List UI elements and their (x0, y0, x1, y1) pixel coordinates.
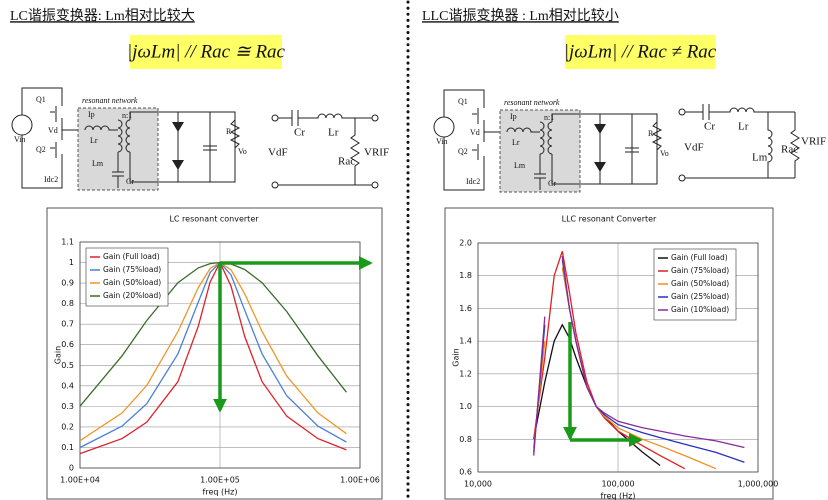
circuit-label: Lr (512, 138, 520, 147)
x-tick-label: 1,000,000 (738, 480, 779, 489)
circuit-label: resonant network (504, 98, 560, 107)
x-tick-label: 10,000 (464, 480, 492, 489)
y-tick-label: 1.2 (459, 369, 472, 378)
circuit-label: Lr (90, 136, 98, 145)
equivalent-circuit (271, 110, 379, 189)
circuit-label: Q2 (458, 147, 468, 156)
equivalent-label: Rac (781, 144, 798, 156)
circuit-label: Vo (238, 147, 247, 156)
y-tick-label: 1.4 (459, 337, 472, 346)
circuit-label: Vd (48, 126, 58, 135)
legend-label: Gain (Full load) (103, 252, 160, 261)
formula: |jωLm| // Rac ≠ Rac (564, 41, 717, 62)
legend-label: Gain (10%load) (671, 305, 729, 314)
circuit-label: Idc2 (44, 175, 58, 184)
y-axis-label: Gain (54, 346, 63, 364)
heading: LC谐振变换器: Lm相对比较大 (10, 7, 195, 24)
x-axis-label: freq (Hz) (601, 492, 636, 500)
legend-label: Gain (20%load) (103, 291, 161, 300)
plot-area (79, 241, 361, 469)
legend-label: Gain (25%load) (671, 292, 729, 301)
x-tick-label: 1.00E+05 (200, 476, 240, 485)
circuit-label: n:1 (544, 113, 554, 122)
equivalent-label: Cr (294, 127, 305, 139)
circuit-label: Vin (14, 135, 26, 144)
y-tick-label: 0.6 (61, 340, 74, 349)
legend-label: Gain (50%load) (103, 278, 161, 287)
annotation-arrows (213, 256, 643, 447)
circuit-label: Vin (436, 137, 448, 146)
y-tick-label: 0.6 (459, 468, 472, 477)
y-tick-label: 0.1 (61, 443, 74, 452)
circuit-label: Q2 (36, 145, 46, 154)
y-tick-label: 0.4 (61, 381, 74, 390)
equivalent-label: VdF (268, 147, 288, 159)
circuit-label: R (226, 127, 232, 136)
equivalent-label: VdF (684, 142, 704, 154)
chart-title: LC resonant converter (169, 215, 259, 224)
equivalent-label: Rac (338, 156, 355, 168)
circuit-label: Q1 (458, 97, 468, 106)
x-tick-label: 1.00E+06 (340, 476, 380, 485)
y-tick-label: 1 (69, 258, 74, 267)
y-tick-label: 2.0 (459, 239, 472, 248)
circuit-label: Idc2 (466, 177, 480, 186)
y-tick-label: 1.8 (459, 271, 472, 280)
y-tick-label: 0.2 (61, 422, 74, 431)
y-axis-label: Gain (452, 348, 461, 366)
equivalent-label: VRIF (801, 136, 826, 148)
circuit-label: n:1 (122, 111, 132, 120)
y-tick-label: 0.3 (61, 402, 74, 411)
equivalent-label: Cr (704, 121, 715, 133)
formula-box (130, 35, 282, 69)
circuit-label: Vo (660, 149, 669, 158)
x-tick-label: 100,000 (601, 480, 634, 489)
circuit-label: Ip (510, 112, 517, 121)
legend-label: Gain (Full load) (671, 253, 728, 262)
circuit-label: R (648, 129, 654, 138)
y-tick-label: 1.1 (61, 238, 74, 247)
y-tick-label: 0.8 (61, 299, 74, 308)
series-line (533, 256, 745, 456)
equivalent-label: Lr (328, 127, 339, 139)
x-axis-label: freq (Hz) (203, 488, 238, 497)
circuit-label: Lm (92, 159, 104, 168)
y-tick-label: 0.9 (61, 279, 74, 288)
legend-label: Gain (50%load) (671, 279, 729, 288)
formula-box (565, 35, 715, 69)
x-tick-label: 1.00E+04 (60, 476, 100, 485)
circuit-label: Cr (548, 179, 556, 188)
y-tick-label: 1.0 (459, 402, 472, 411)
y-tick-label: 0.8 (459, 435, 472, 444)
legend-label: Gain (75%load) (671, 266, 729, 275)
circuit-label: resonant network (82, 96, 138, 105)
equivalent-circuit (678, 104, 800, 182)
y-tick-label: 1.6 (459, 304, 472, 313)
equivalent-label: VRIF (364, 147, 389, 159)
circuit-label: Q1 (36, 95, 46, 104)
legend-label: Gain (75%load) (103, 265, 161, 274)
formula: |jωLm| // Rac ≅ Rac (127, 41, 286, 62)
series-line (533, 323, 661, 467)
circuit-label: Vd (470, 128, 480, 137)
y-tick-label: 0.7 (61, 320, 74, 329)
circuit-label: Cr (126, 177, 134, 186)
equivalent-label: Lm (752, 152, 768, 164)
circuit-label: Ip (88, 110, 95, 119)
y-tick-label: 0.5 (61, 361, 74, 370)
chart-title: LLC resonant Converter (562, 215, 657, 224)
heading: LLC谐振变换器 : Lm相对比较小 (422, 7, 619, 24)
equivalent-label: Lr (738, 121, 749, 133)
y-tick-label: 0 (69, 464, 74, 473)
plot-area (477, 242, 759, 473)
circuit-label: Lm (514, 161, 526, 170)
